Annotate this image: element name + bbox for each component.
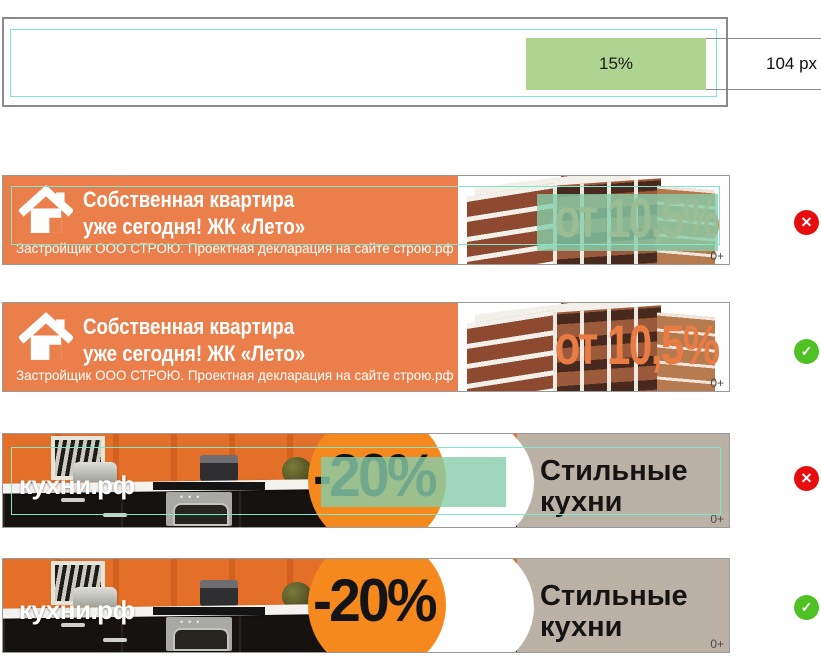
beige-panel: [517, 559, 729, 652]
house-icon: [19, 312, 73, 360]
drawer-handle: [103, 513, 127, 517]
banner-tagline: Стильные кухни: [540, 581, 688, 643]
headline-line1: Собственная квартира: [83, 314, 295, 339]
age-rating-label: 0+: [710, 512, 724, 526]
tagline-line2: кухни: [540, 611, 623, 643]
stove: [153, 482, 265, 490]
logo-zone-violation-overlay: [537, 194, 718, 251]
age-rating-label: 0+: [710, 249, 724, 263]
oven: •••: [166, 617, 232, 651]
cooking-pot: [200, 580, 238, 607]
rejected-icon: ✕: [794, 210, 819, 235]
building-block: [467, 310, 555, 391]
safe-zone-guide-border: [10, 29, 717, 97]
headline-line2: уже сегодня! ЖК «Лето»: [83, 341, 306, 366]
dimension-line-top: [706, 38, 821, 39]
brand-logo: кухни.рф: [19, 470, 135, 500]
banner-headline: Собственная квартира уже сегодня! ЖК «Ле…: [83, 186, 305, 240]
banner-kitchen-annotated: ••• кухни.рф -20% Стильные кухни 0+: [2, 433, 730, 528]
oven-door: [173, 628, 229, 651]
oven-knobs: •••: [180, 617, 205, 627]
oven-knobs: •••: [180, 492, 205, 502]
beige-panel: [517, 434, 729, 527]
drawer-handle: [61, 623, 85, 627]
cooking-pot: [200, 455, 238, 482]
banner-disclaimer: Застройщик ООО СТРОЮ. Проектная декларац…: [16, 240, 454, 256]
house-icon: [19, 185, 73, 233]
discount-circle: [308, 559, 446, 652]
banner-kitchen-approved: ••• кухни.рф -20% Стильные кухни 0+: [2, 558, 730, 653]
toaster: [73, 587, 117, 607]
toaster: [73, 462, 117, 482]
approved-icon: ✓: [794, 595, 819, 620]
banner-background: [3, 176, 458, 264]
approved-icon: ✓: [794, 339, 819, 364]
drawer-handle: [103, 638, 127, 642]
drawer-handle: [61, 498, 85, 502]
oven: •••: [166, 492, 232, 526]
stove: [153, 607, 265, 615]
rejected-icon: ✕: [794, 466, 819, 491]
dimension-line-bottom: [706, 89, 821, 90]
tagline-line1: Стильные: [540, 580, 688, 612]
headline-line2: уже сегодня! ЖК «Лето»: [83, 214, 306, 239]
banner-background: [3, 303, 458, 391]
banner-tagline: Стильные кухни: [540, 456, 688, 518]
age-rating-label: 0+: [710, 637, 724, 651]
tagline-line2: кухни: [540, 486, 623, 518]
banner-disclaimer: Застройщик ООО СТРОЮ. Проектная декларац…: [16, 367, 454, 383]
logo-zone-label: 15%: [598, 54, 634, 73]
dimension-label: 104 px: [766, 54, 818, 73]
banner-headline: Собственная квартира уже сегодня! ЖК «Ле…: [83, 313, 305, 367]
banner-real-estate-annotated: Собственная квартира уже сегодня! ЖК «Ле…: [2, 175, 730, 265]
logo-zone-box: 15%: [526, 38, 706, 90]
logo-zone-violation-overlay: [321, 457, 506, 507]
age-rating-label: 0+: [710, 376, 724, 390]
discount-label: -20%: [313, 567, 438, 634]
tagline-line1: Стильные: [540, 455, 688, 487]
headline-line1: Собственная квартира: [83, 187, 295, 212]
banner-offer: от 10,5%: [555, 313, 720, 376]
banner-real-estate-approved: Собственная квартира уже сегодня! ЖК «Ле…: [2, 302, 730, 392]
brand-logo: кухни.рф: [19, 595, 135, 625]
oven-door: [173, 503, 229, 526]
